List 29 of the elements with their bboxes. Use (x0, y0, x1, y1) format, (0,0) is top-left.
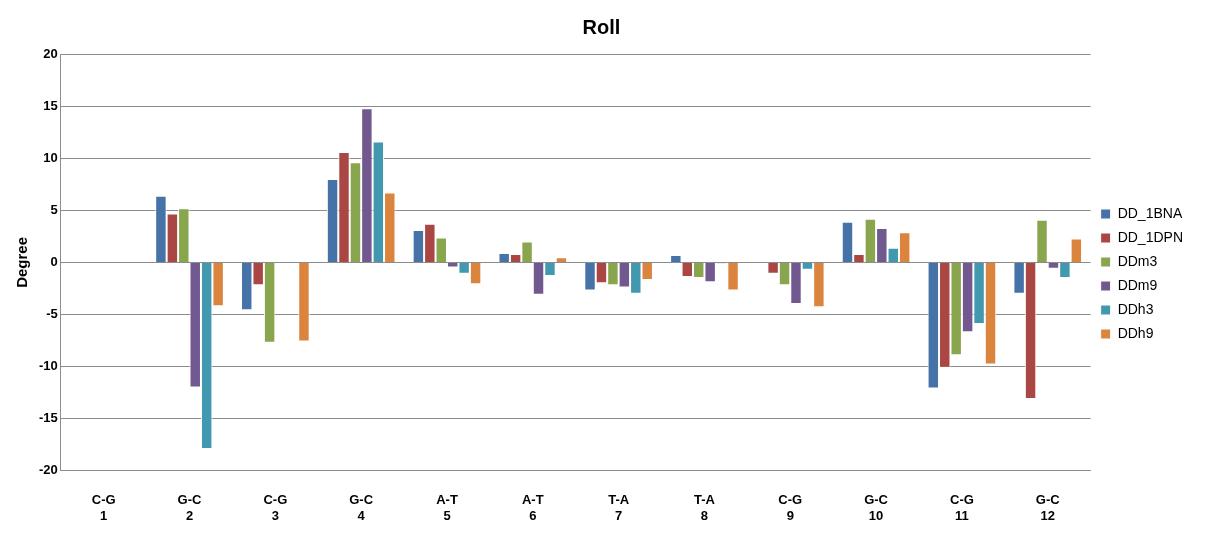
x-tick-label: T-A 7 (608, 492, 630, 523)
y-tick-label: 0 (50, 253, 58, 269)
y-tick-label: 5 (50, 201, 58, 217)
x-tick-label: A-T 6 (521, 492, 544, 523)
y-tick-label: -10 (38, 358, 58, 374)
x-tick-label: C-G 1 (91, 492, 116, 523)
y-tick-label: -20 (38, 462, 58, 478)
x-tick-label: T-A 8 (693, 492, 716, 523)
x-tick-label: C-G 11 (949, 492, 974, 523)
y-tick-label: 10 (43, 149, 58, 165)
x-tick-label: G-C 10 (864, 492, 889, 523)
x-tick-label: G-C 4 (349, 492, 374, 523)
legend-label: DDm3 (1117, 252, 1158, 269)
legend-label: DDh9 (1117, 324, 1154, 341)
chart-title: Roll (582, 15, 621, 38)
y-axis-title: Degree (13, 236, 31, 288)
y-tick-label: -15 (38, 410, 58, 426)
legend-label: DD_1DPN (1117, 228, 1184, 245)
legend-label: DD_1BNA (1117, 204, 1183, 221)
legend-label: DDm9 (1117, 276, 1158, 293)
y-tick-label: 20 (43, 45, 58, 61)
legend-label: DDh3 (1117, 300, 1154, 317)
x-tick-label: G-C 12 (1035, 492, 1061, 523)
x-tick-label: C-G 9 (778, 492, 803, 523)
y-tick-label: -5 (46, 306, 58, 322)
x-tick-label: A-T 5 (436, 492, 458, 523)
x-tick-label: C-G 3 (263, 492, 288, 523)
x-tick-label: G-C 2 (177, 492, 203, 523)
y-tick-label: 15 (43, 97, 58, 113)
